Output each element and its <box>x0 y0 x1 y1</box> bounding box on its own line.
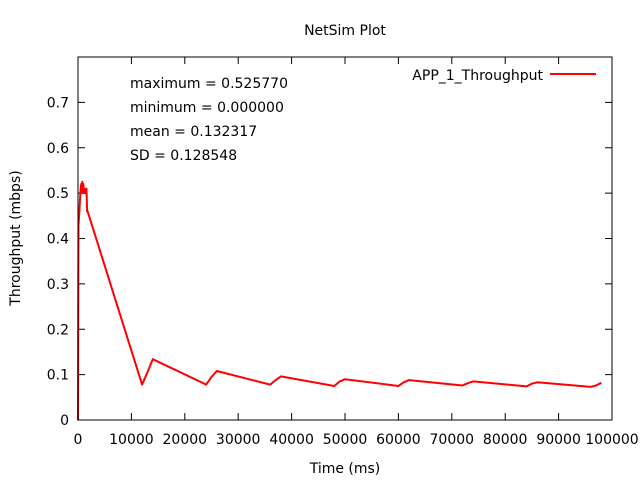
series-layer <box>77 180 602 421</box>
x-tick-label: 100000 <box>585 432 638 448</box>
x-tick-label: 10000 <box>109 432 154 448</box>
stat-line: maximum = 0.525770 <box>130 76 288 92</box>
y-tick-label: 0.2 <box>47 322 69 338</box>
x-tick-label: 0 <box>74 432 83 448</box>
stat-line: SD = 0.128548 <box>130 148 237 164</box>
x-tick-label: 20000 <box>163 432 208 448</box>
x-tick-label: 40000 <box>269 432 314 448</box>
series-line <box>77 180 602 421</box>
y-tick-label: 0.4 <box>47 232 69 248</box>
x-tick-label: 30000 <box>216 432 261 448</box>
x-tick-label: 70000 <box>430 432 475 448</box>
x-axis-label: Time (ms) <box>309 461 381 477</box>
y-tick-label: 0.1 <box>47 368 69 384</box>
chart-title: NetSim Plot <box>304 23 386 39</box>
plot-frame <box>77 56 613 421</box>
legend-label: APP_1_Throughput <box>412 68 543 84</box>
x-tick-label: 90000 <box>536 432 581 448</box>
y-tick-label: 0.5 <box>47 186 69 202</box>
x-tick-label: 80000 <box>483 432 528 448</box>
tick-layer: 0 10000 20000 30000 40000 50000 60000 70000 8000… <box>47 57 639 448</box>
y-tick-label: 0.6 <box>47 141 69 157</box>
stat-line: mean = 0.132317 <box>130 124 257 140</box>
y-tick-label: 0 <box>60 413 69 429</box>
x-tick-label: 60000 <box>376 432 421 448</box>
x-tick-label: 50000 <box>323 432 368 448</box>
stat-line: minimum = 0.000000 <box>130 100 284 116</box>
y-tick-label: 0.7 <box>47 95 69 111</box>
y-axis-label: Throughput (mbps) <box>8 170 24 306</box>
legend: APP_1_Throughput <box>412 68 596 84</box>
y-tick-label: 0.3 <box>47 277 69 293</box>
stats-annotation: maximum = 0.525770 minimum = 0.000000 mean… <box>130 76 288 164</box>
